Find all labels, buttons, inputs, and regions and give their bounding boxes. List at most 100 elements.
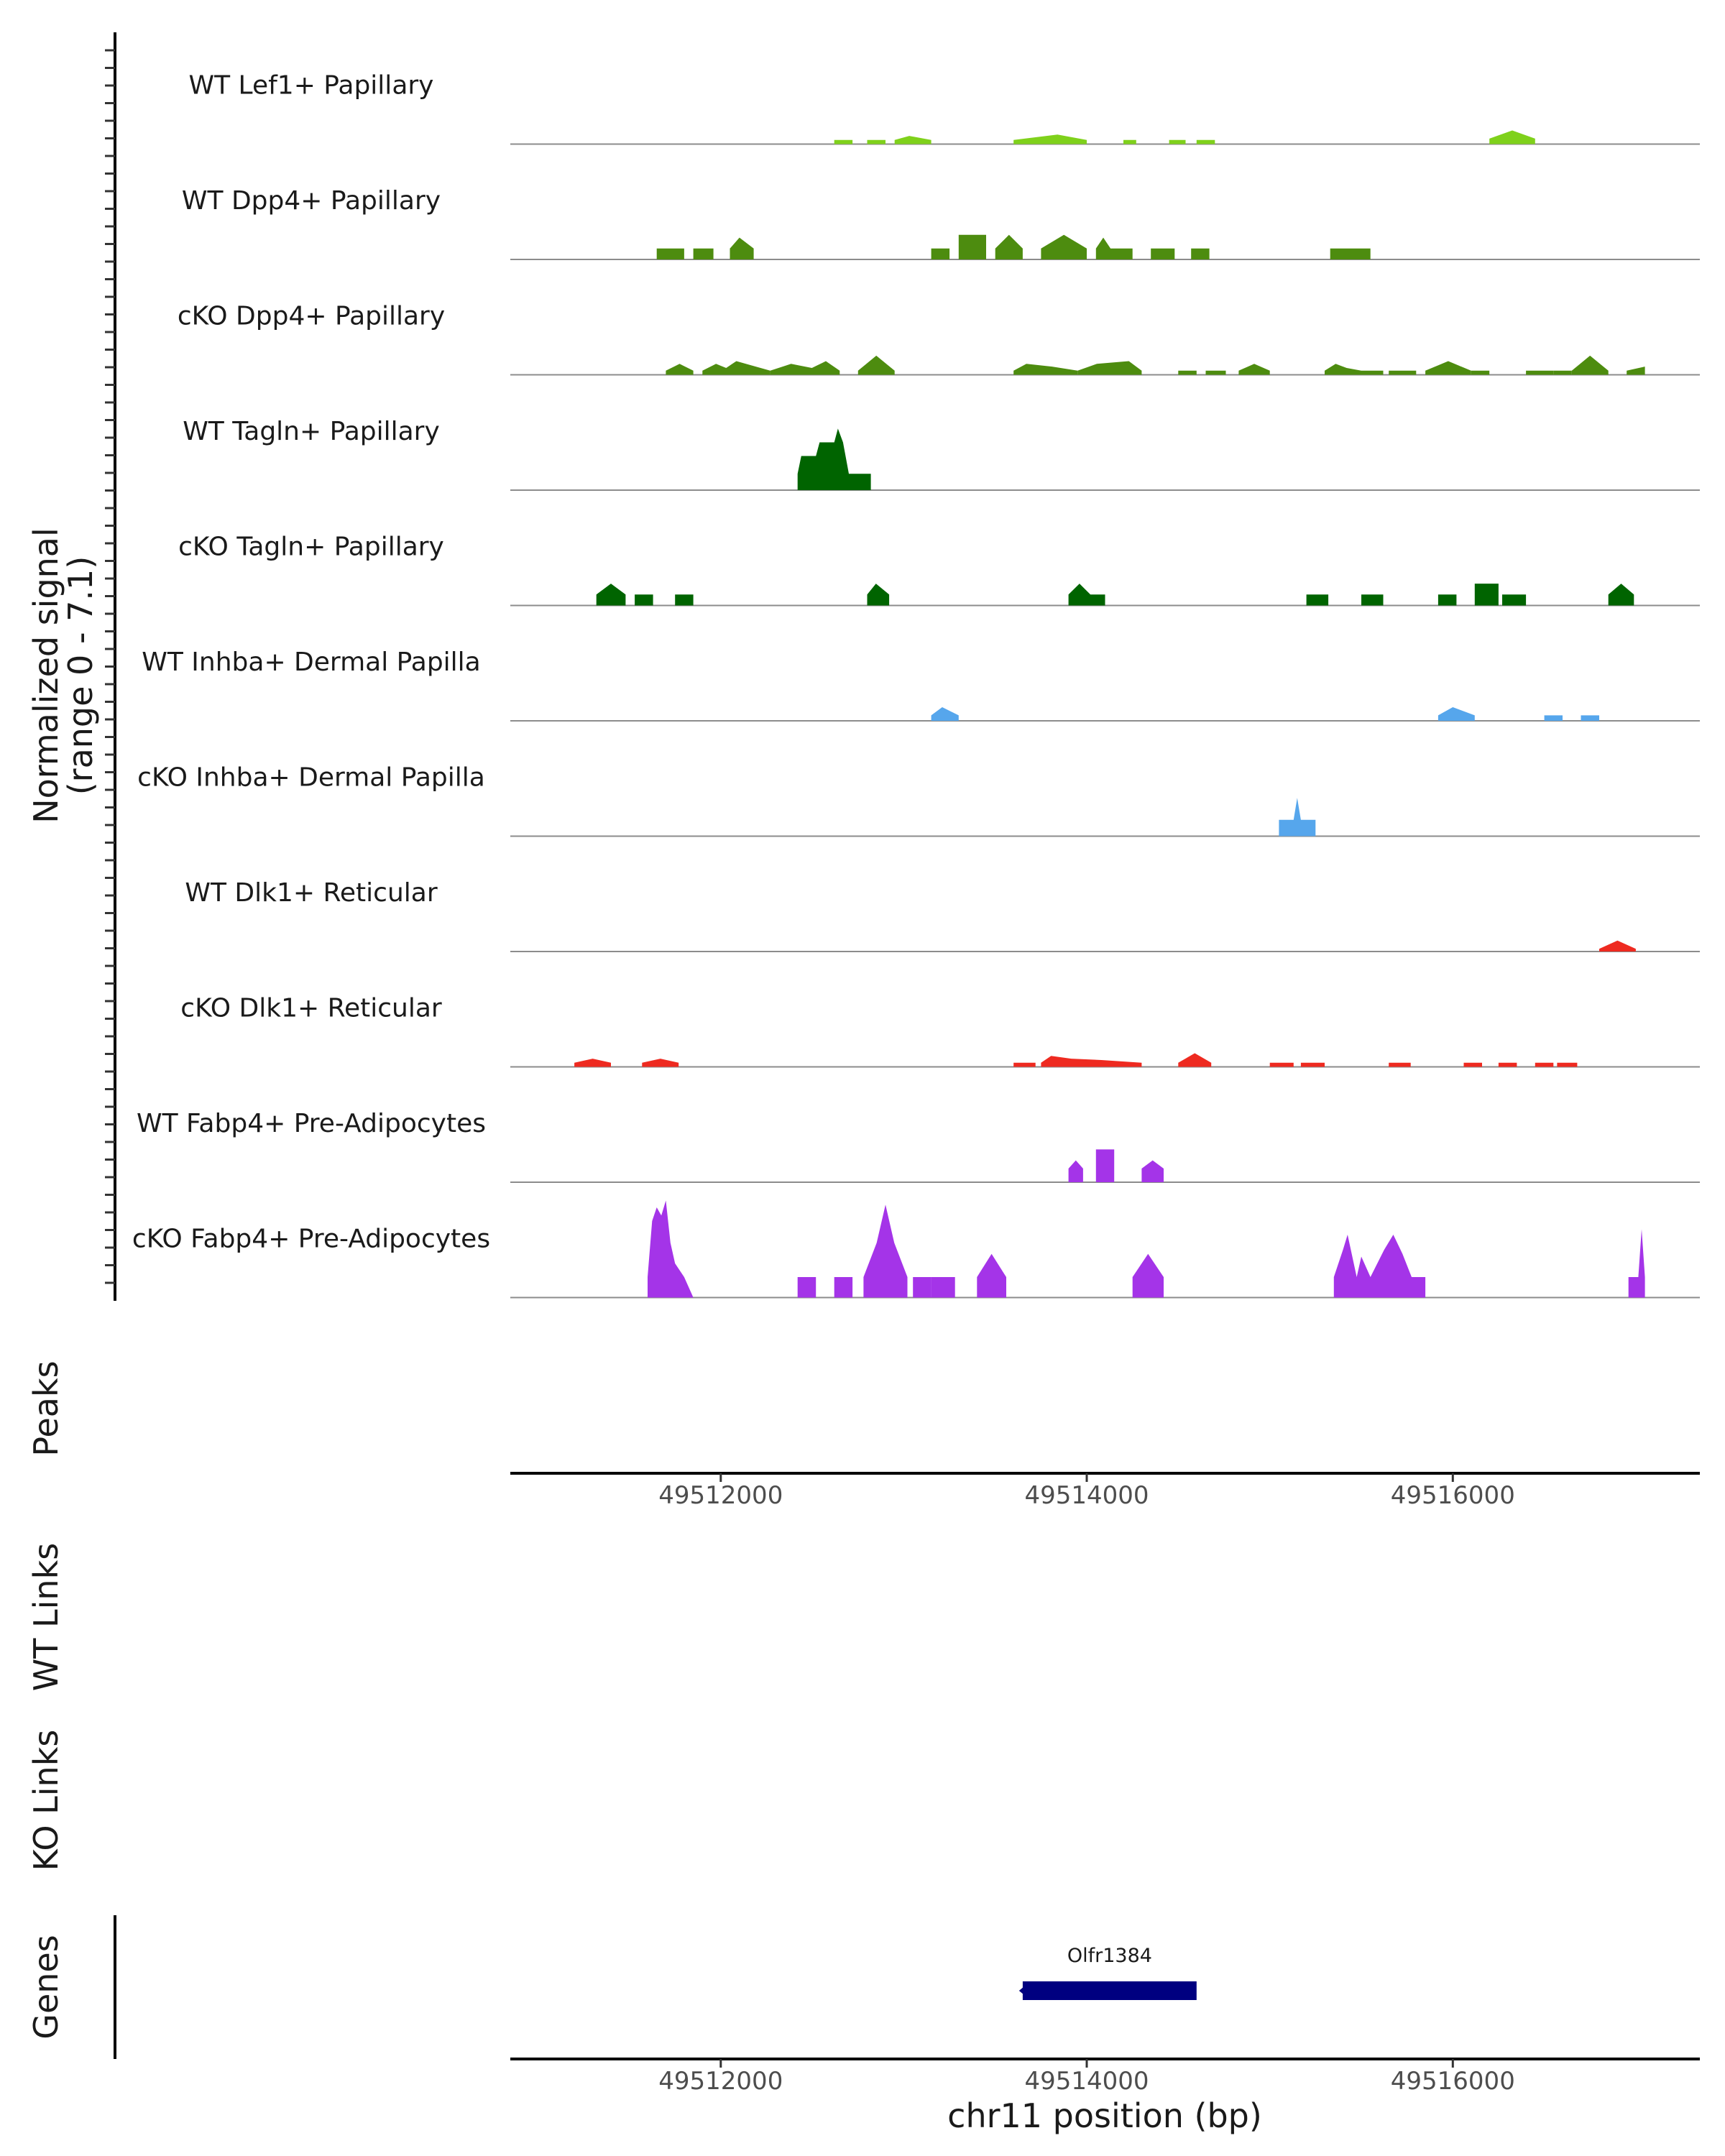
coverage-area	[1191, 248, 1210, 259]
coverage-area	[913, 1277, 932, 1298]
gene-strand-arrow	[1018, 1982, 1031, 1999]
wt-links-panel-title: WT Links	[27, 1543, 65, 1691]
coverage-area	[1389, 370, 1417, 375]
coverage-track: WT Lef1+ Papillary	[189, 71, 1700, 145]
track-label: cKO Dlk1+ Reticular	[180, 994, 442, 1023]
coverage-area	[1544, 715, 1563, 721]
coverage-area	[1141, 1160, 1164, 1182]
coverage-area	[1425, 361, 1471, 375]
coverage-area	[867, 139, 886, 144]
coverage-area	[1269, 1062, 1294, 1067]
coverage-track: cKO Inhba+ Dermal Papilla	[137, 763, 1700, 837]
coverage-area	[1628, 1229, 1645, 1298]
coverage-area	[894, 136, 932, 144]
coverage-area	[1077, 361, 1142, 375]
coverage-area	[1489, 130, 1535, 144]
x-axis-title: chr11 position (bp)	[947, 2096, 1262, 2135]
coverage-ylabel-line2: (range 0 - 7.1)	[61, 556, 100, 796]
coverage-area	[1502, 594, 1527, 606]
coverage-area	[834, 139, 853, 144]
gene-body	[1022, 1981, 1197, 2000]
coverage-area	[1627, 367, 1645, 375]
ko-links-panel-title: KO Links	[27, 1730, 65, 1871]
coverage-area	[1361, 594, 1384, 606]
coverage-area	[702, 361, 770, 375]
peaks-x-axis-ticks: 49512000 49514000 49516000	[658, 1473, 1515, 1510]
coverage-area	[977, 1253, 1006, 1298]
x-axis-tick-label: 49516000	[1391, 1481, 1515, 1510]
coverage-track: WT Tagln+ Papillary	[183, 417, 1700, 491]
track-label: WT Dlk1+ Reticular	[185, 878, 437, 908]
coverage-area	[1169, 139, 1186, 144]
coverage-area	[693, 248, 714, 259]
track-label: WT Inhba+ Dermal Papilla	[142, 648, 480, 677]
x-axis-tick-label: 49514000	[1024, 2067, 1149, 2096]
coverage-area	[797, 428, 871, 490]
coverage-area	[1333, 1235, 1426, 1298]
coverage-tracks: WT Lef1+ Papillary WT Dpp4+ Papillary cKO …	[132, 71, 1700, 1299]
coverage-y-axis-ticks	[105, 49, 115, 1284]
coverage-area	[1463, 1062, 1482, 1067]
coverage-area	[1238, 364, 1270, 375]
coverage-area	[1474, 584, 1499, 606]
coverage-area	[1041, 1056, 1142, 1067]
coverage-area	[1526, 370, 1554, 375]
coverage-track: cKO Tagln+ Papillary	[178, 533, 1700, 607]
coverage-area	[596, 584, 626, 606]
coverage-area	[1361, 370, 1384, 375]
coverage-area	[1196, 139, 1215, 144]
coverage-area	[1068, 1160, 1083, 1182]
coverage-area	[1013, 134, 1087, 144]
coverage-area	[1205, 370, 1226, 375]
coverage-area	[1608, 584, 1634, 606]
coverage-area	[1068, 584, 1105, 606]
gene-annotations: Olfr1384	[1018, 1945, 1197, 2000]
coverage-area	[958, 234, 986, 259]
track-label: WT Dpp4+ Papillary	[182, 186, 441, 216]
coverage-ylabel-line1: Normalized signal	[27, 528, 65, 824]
track-label: WT Fabp4+ Pre-Adipocytes	[137, 1109, 486, 1138]
x-axis-tick-label: 49516000	[1391, 2067, 1515, 2096]
coverage-area	[666, 364, 694, 375]
track-label: WT Lef1+ Papillary	[189, 71, 434, 101]
coverage-area	[1581, 715, 1599, 721]
coverage-track: WT Dpp4+ Papillary	[182, 186, 1700, 260]
coverage-area	[1438, 707, 1475, 721]
x-axis-tick-label: 49512000	[658, 2067, 783, 2096]
coverage-area	[863, 1204, 908, 1298]
coverage-area	[1330, 248, 1371, 259]
x-axis-tick-label: 49514000	[1024, 1481, 1149, 1510]
coverage-area	[857, 355, 895, 375]
coverage-area	[1178, 1053, 1212, 1067]
coverage-area	[1557, 1062, 1578, 1067]
coverage-track: WT Inhba+ Dermal Papilla	[142, 648, 1700, 722]
coverage-area	[770, 361, 840, 375]
coverage-track: cKO Fabp4+ Pre-Adipocytes	[132, 1200, 1700, 1299]
coverage-area	[730, 237, 754, 259]
coverage-area	[1123, 139, 1136, 144]
coverage-area	[1553, 370, 1572, 375]
coverage-track: cKO Dlk1+ Reticular	[180, 994, 1700, 1068]
coverage-area	[1151, 248, 1175, 259]
coverage-area	[1325, 364, 1361, 375]
coverage-area	[931, 707, 959, 721]
genes-x-axis-ticks: 49512000 49514000 49516000	[658, 2059, 1515, 2096]
coverage-area	[642, 1059, 679, 1067]
coverage-track: cKO Dpp4+ Papillary	[178, 302, 1700, 376]
peaks-panel-title: Peaks	[27, 1360, 65, 1456]
coverage-track: WT Fabp4+ Pre-Adipocytes	[137, 1109, 1700, 1183]
track-label: cKO Tagln+ Papillary	[178, 533, 444, 562]
coverage-area	[1498, 1062, 1517, 1067]
coverage-area	[1095, 237, 1133, 259]
coverage-area	[1599, 940, 1636, 952]
coverage-area	[675, 594, 694, 606]
x-axis-tick-label: 49512000	[658, 1481, 783, 1510]
coverage-area	[656, 248, 684, 259]
gene-label: Olfr1384	[1067, 1945, 1152, 1967]
track-label: cKO Inhba+ Dermal Papilla	[137, 763, 485, 793]
track-label: cKO Fabp4+ Pre-Adipocytes	[132, 1225, 490, 1254]
coverage-area	[867, 584, 890, 606]
coverage-area	[931, 248, 950, 259]
